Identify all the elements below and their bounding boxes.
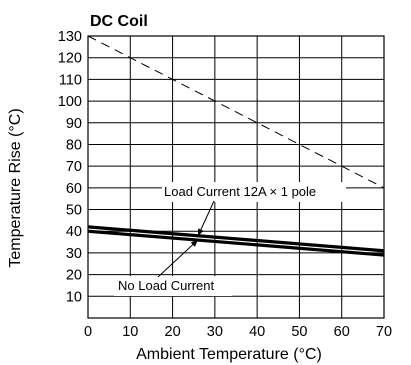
x-tick-label: 0 — [84, 324, 92, 340]
annotation-label: No Load Current — [118, 278, 214, 293]
y-tick-label: 100 — [58, 94, 82, 110]
x-tick-label: 30 — [207, 324, 223, 340]
x-tick-label: 60 — [334, 324, 350, 340]
y-tick-label: 40 — [66, 224, 82, 240]
chart-title: DC Coil — [90, 13, 148, 30]
y-tick-label: 50 — [66, 203, 82, 219]
x-tick-label: 40 — [249, 324, 265, 340]
y-tick-label: 130 — [58, 29, 82, 45]
grid — [88, 36, 384, 318]
plot-frame — [87, 35, 385, 319]
y-tick-label: 90 — [66, 116, 82, 132]
x-axis-ticks: 0 10 20 30 40 50 60 70 — [84, 324, 392, 340]
y-tick-label: 30 — [66, 246, 82, 262]
x-tick-label: 50 — [291, 324, 307, 340]
x-axis-label: Ambient Temperature (°C) — [136, 346, 322, 363]
y-tick-label: 120 — [58, 51, 82, 67]
y-tick-label: 110 — [59, 72, 82, 88]
annotation-label: Load Current 12A × 1 pole — [164, 184, 316, 199]
dashed-series-line — [87, 35, 385, 189]
y-tick-label: 80 — [66, 137, 82, 153]
y-axis-label: Temperature Rise (°C) — [7, 108, 24, 267]
series-line — [87, 225, 385, 253]
y-axis-ticks: 10 20 30 40 50 60 70 80 90 100 110 120 130 — [58, 29, 82, 305]
x-tick-label: 20 — [165, 324, 181, 340]
annotation-arrowhead — [197, 228, 204, 237]
annotation-layer: Load Current 12A × 1 pole No Load Current — [114, 182, 346, 296]
x-tick-label: 10 — [122, 324, 138, 340]
y-tick-label: 10 — [66, 289, 82, 305]
series-layer — [87, 35, 385, 257]
annotation-background — [114, 276, 232, 296]
series-line — [87, 229, 385, 257]
y-tick-label: 20 — [66, 268, 82, 284]
annotation-arrowhead — [190, 239, 198, 247]
annotation-background — [162, 182, 346, 202]
x-tick-label: 70 — [376, 324, 392, 340]
y-tick-label: 60 — [66, 181, 82, 197]
annotation-leader-line — [157, 239, 199, 278]
y-tick-label: 70 — [66, 159, 82, 175]
